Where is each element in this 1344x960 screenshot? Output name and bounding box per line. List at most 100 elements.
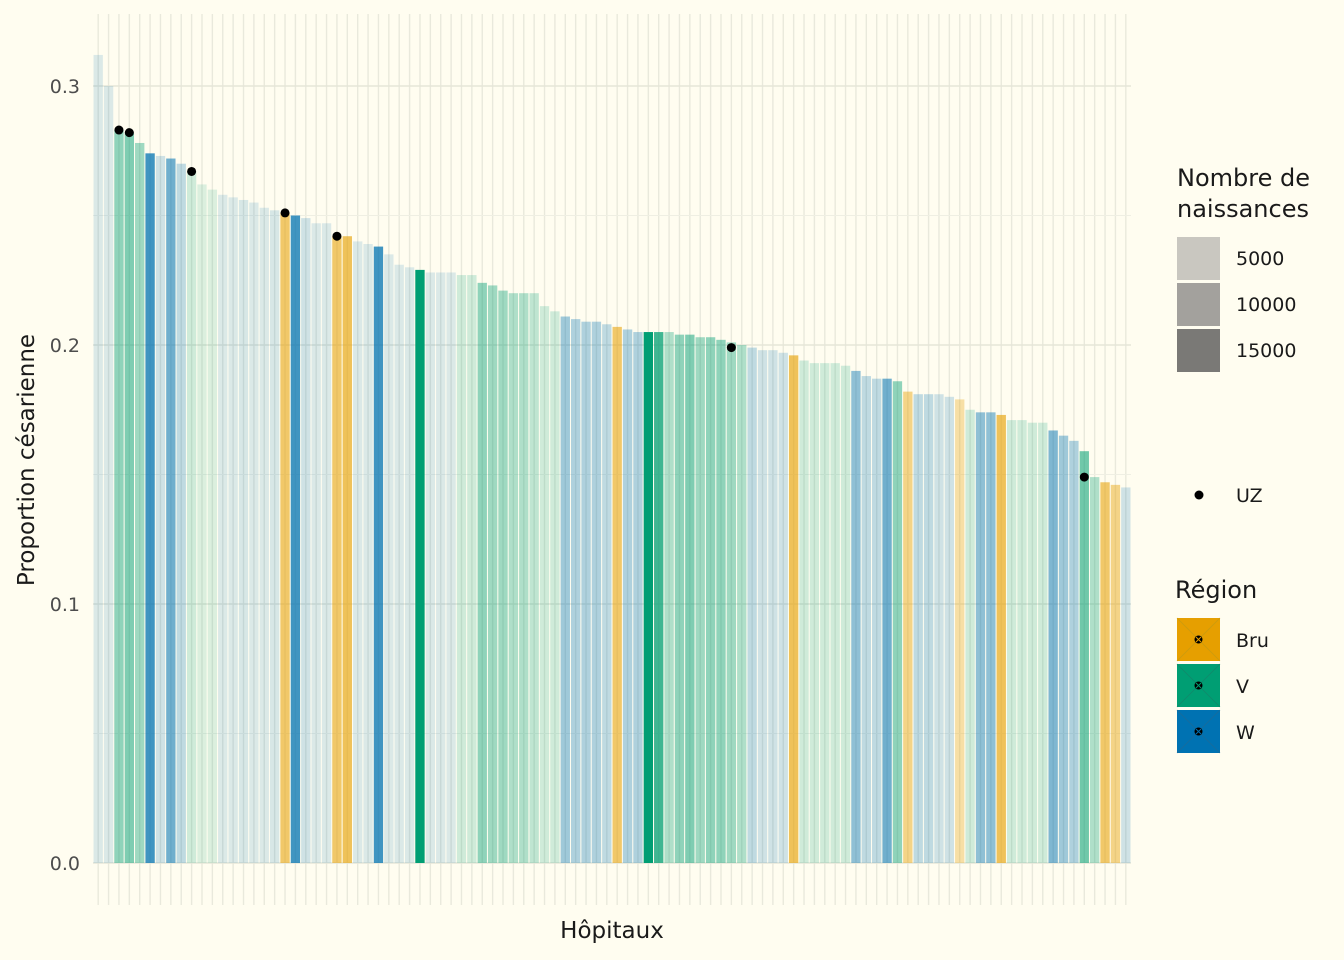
bar	[695, 337, 705, 864]
bar	[633, 332, 643, 863]
bar	[373, 246, 384, 863]
uz-point	[187, 166, 197, 176]
bar	[93, 54, 103, 864]
bar	[197, 184, 207, 864]
bar	[820, 363, 830, 863]
bar	[332, 236, 342, 864]
bar	[809, 363, 820, 863]
bar	[342, 236, 352, 864]
bar	[892, 381, 903, 863]
bar	[923, 394, 934, 863]
region-legend-label: V	[1236, 676, 1249, 698]
bar	[830, 363, 840, 863]
bar	[643, 332, 654, 863]
bar	[840, 365, 851, 863]
bar	[1048, 430, 1058, 863]
size-legend-label: 15000	[1236, 340, 1296, 362]
bars-layer	[93, 54, 1131, 864]
bar	[1121, 487, 1131, 863]
bar	[186, 171, 197, 864]
uz-point	[1079, 472, 1089, 482]
bar	[135, 142, 145, 864]
y-tick-label: 0.2	[50, 335, 80, 357]
bar	[799, 360, 809, 863]
bar	[290, 215, 301, 863]
bar	[674, 334, 685, 863]
bar	[103, 86, 114, 863]
bar	[872, 378, 882, 863]
bar	[965, 409, 975, 863]
uz-point	[114, 125, 124, 135]
uz-point	[332, 231, 342, 241]
bar	[477, 282, 487, 864]
bar	[1006, 420, 1017, 863]
bar	[664, 332, 674, 863]
bar	[622, 329, 633, 864]
bar	[570, 319, 581, 864]
bar	[768, 350, 778, 863]
bar	[498, 290, 508, 863]
bar	[456, 275, 467, 863]
bar	[934, 394, 944, 863]
bar	[353, 241, 363, 863]
bar	[436, 272, 446, 864]
bar	[726, 342, 737, 863]
bar	[238, 199, 249, 863]
uz-point	[726, 343, 736, 353]
bar	[425, 272, 436, 864]
region-legend-title: Région	[1175, 576, 1257, 604]
bar	[269, 210, 280, 863]
bar	[539, 306, 550, 863]
bar	[788, 355, 799, 863]
bar	[882, 378, 892, 863]
bar	[581, 321, 591, 863]
uz-points-layer	[114, 125, 1089, 482]
bar	[1058, 435, 1069, 863]
bar	[155, 155, 166, 863]
bar	[519, 293, 529, 863]
bar	[384, 254, 394, 864]
bar	[705, 337, 716, 864]
bar	[716, 339, 726, 863]
bar	[1038, 422, 1048, 863]
bar	[550, 311, 560, 864]
bar	[591, 321, 602, 863]
y-tick-label: 0.0	[50, 853, 80, 875]
uz-legend-point	[1194, 490, 1204, 500]
uz-legend: UZ	[1194, 485, 1263, 507]
size-key-15000	[1177, 329, 1220, 372]
bar	[851, 370, 861, 863]
bar	[1079, 451, 1089, 863]
bar	[560, 316, 570, 863]
bar	[394, 264, 404, 864]
bar	[166, 158, 176, 863]
y-axis-title: Proportion césarienne	[14, 334, 40, 586]
bar	[404, 267, 415, 863]
uz-legend-label: UZ	[1236, 485, 1263, 507]
bar	[602, 324, 612, 863]
uz-point	[280, 208, 290, 218]
bar	[321, 223, 332, 863]
bar	[913, 394, 923, 863]
bar	[311, 223, 321, 863]
bar	[249, 202, 259, 864]
bar	[176, 163, 186, 863]
uz-point	[124, 128, 134, 138]
size-key-5000	[1177, 237, 1220, 280]
bar	[280, 212, 290, 863]
bar	[654, 332, 664, 863]
region-key-v	[1176, 663, 1221, 708]
size-legend-title-line2: naissances	[1177, 195, 1309, 223]
bar	[986, 412, 996, 863]
bar	[1027, 422, 1038, 863]
region-legend-label: W	[1236, 722, 1255, 744]
bar	[467, 275, 477, 863]
bar	[861, 376, 871, 863]
bar	[778, 352, 788, 863]
bar	[487, 285, 498, 863]
bar	[301, 218, 311, 864]
bar	[1089, 477, 1100, 863]
bar	[685, 334, 695, 863]
bar	[259, 207, 269, 864]
